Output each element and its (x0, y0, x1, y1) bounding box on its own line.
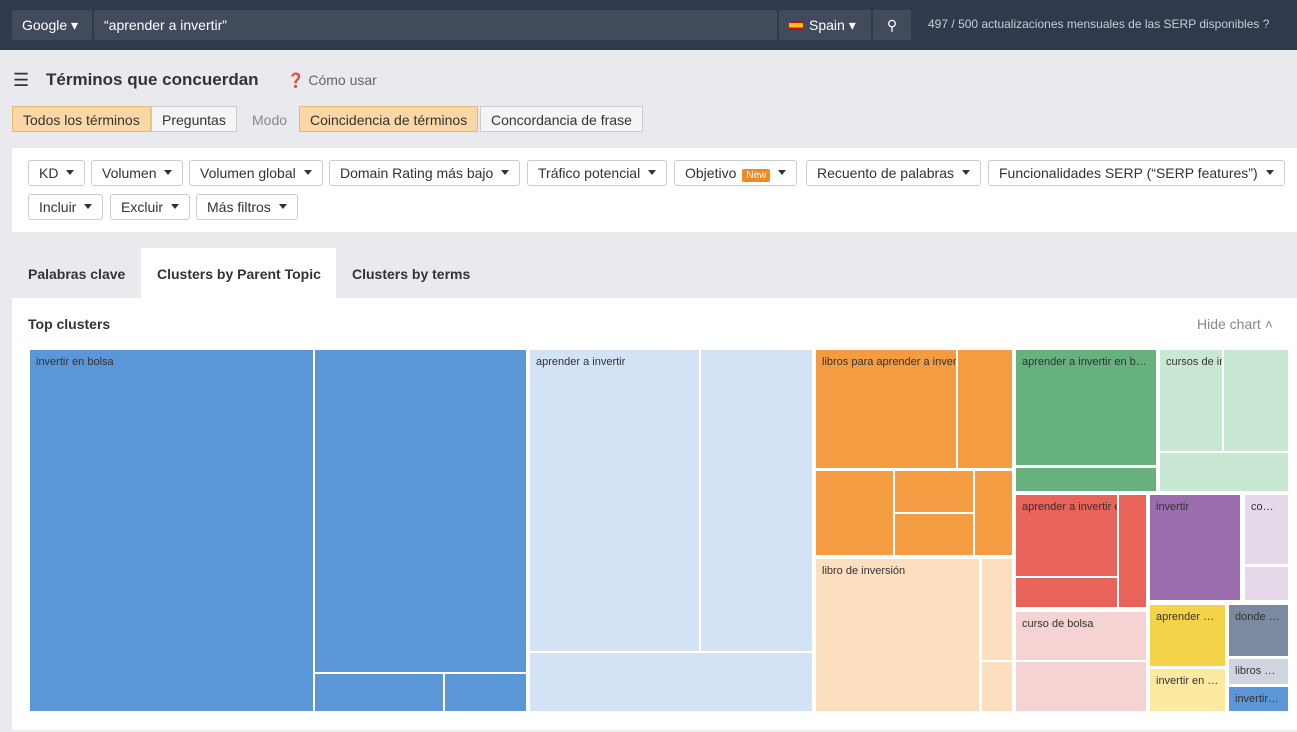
mode-tab[interactable]: Preguntas (151, 106, 237, 132)
help: Cómo usar (308, 72, 377, 88)
treemap-cell[interactable]: aprender a invertir en b… (1016, 350, 1156, 465)
match-tab[interactable]: Coincidencia de términos (299, 106, 479, 132)
treemap-cell[interactable] (895, 471, 973, 512)
total: 500 (958, 17, 979, 31)
filter-label: Domain Rating más bajo (340, 165, 494, 181)
filter-label: Volumen global (200, 165, 296, 181)
treemap-cell[interactable]: invertir… (1229, 687, 1288, 711)
filter-label: Funcionalidades SERP (“SERP features”) (999, 165, 1258, 181)
filter[interactable]: Excluir (110, 194, 191, 220)
filter-label: Tráfico potencial (538, 165, 641, 181)
filter[interactable]: Incluir (28, 194, 104, 220)
treemap-cell[interactable]: invertir (1150, 495, 1240, 600)
treemap-cell[interactable]: co… (1245, 495, 1288, 564)
treemap-cell[interactable]: libro de inversión (816, 559, 979, 711)
treemap-cell[interactable] (1245, 567, 1288, 600)
mode-label: Modo (252, 112, 288, 128)
active-tab-bg (141, 248, 336, 298)
treemap-cell[interactable] (975, 471, 1012, 555)
treemap-cell[interactable] (982, 559, 1012, 660)
new-badge: New (742, 169, 771, 182)
sep: / (951, 17, 955, 31)
country-select[interactable]: Spain ▾ (779, 10, 871, 40)
engine: Google (22, 17, 68, 33)
treemap-cell[interactable]: donde … (1229, 605, 1288, 656)
chart-title: Top clusters (28, 316, 111, 332)
treemap-cell[interactable]: libros para aprender a invertir (816, 350, 956, 468)
treemap-cell[interactable] (1016, 468, 1156, 491)
treemap-cell[interactable]: invertir en … (1150, 669, 1225, 711)
treemap-cell[interactable]: aprender … (1150, 605, 1225, 666)
filter-label: Más filtros (207, 199, 271, 215)
engine-select[interactable]: Google ▾ (12, 10, 92, 40)
treemap-cell[interactable] (1119, 495, 1146, 607)
treemap-cell[interactable] (816, 471, 893, 555)
treemap-cell[interactable]: invertir en bolsa (30, 350, 313, 711)
treemap-cell[interactable] (895, 514, 973, 555)
filter[interactable]: Tráfico potencial (527, 160, 668, 186)
hide: Hide chart (1197, 316, 1261, 332)
treemap-cell[interactable]: cursos de inversion e… (1160, 350, 1222, 451)
query-input[interactable]: “aprender a invertir” (94, 10, 777, 40)
filter-label: Volumen (102, 165, 157, 181)
usage: 497 / 500 actualizaciones mensuales de l… (928, 17, 1270, 31)
treemap-cell[interactable] (701, 350, 812, 651)
treemap-cell[interactable] (958, 350, 1012, 468)
treemap-cell[interactable] (530, 653, 812, 711)
used: 497 (928, 17, 949, 31)
filter-label: Objetivo (685, 165, 737, 181)
match-tab[interactable]: Concordancia de frase (480, 106, 643, 132)
help-link[interactable]: ❓ Cómo usar (287, 72, 377, 88)
treemap-cell[interactable] (315, 674, 443, 711)
view-tab[interactable]: Palabras clave (28, 266, 126, 282)
treemap-cell[interactable] (982, 662, 1012, 711)
filter[interactable]: Más filtros (196, 194, 298, 220)
treemap-cell[interactable] (445, 674, 526, 711)
treemap-cell[interactable]: libros … (1229, 659, 1288, 684)
filter[interactable]: Volumen global (189, 160, 323, 186)
filter-label: Excluir (121, 199, 164, 215)
filter-label: KD (39, 165, 59, 181)
filter[interactable]: Objetivo New (674, 160, 798, 186)
treemap-cell[interactable]: aprender a invertir (530, 350, 699, 651)
menu-icon[interactable]: ☰ (13, 70, 30, 90)
page-title: Términos que concuerdan (46, 70, 259, 89)
treemap-cell[interactable] (1016, 662, 1146, 711)
filter[interactable]: Funcionalidades SERP (“SERP features”) (988, 160, 1285, 186)
usage-text: actualizaciones mensuales de las SERP di… (981, 17, 1260, 31)
search-button[interactable]: ⚲ (873, 10, 911, 40)
filter[interactable]: Volumen (91, 160, 184, 186)
treemap-cell[interactable] (315, 350, 526, 672)
treemap-cell[interactable] (1224, 350, 1288, 451)
filter[interactable]: Recuento de palabras (806, 160, 981, 186)
treemap-cell[interactable]: curso de bolsa (1016, 612, 1146, 660)
treemap-cell[interactable]: aprender a invertir en… (1016, 495, 1117, 576)
treemap-cell[interactable] (1160, 453, 1288, 491)
country: Spain (809, 17, 845, 33)
flag (789, 21, 803, 30)
filter-label: Recuento de palabras (817, 165, 954, 181)
filter[interactable]: KD (28, 160, 86, 186)
view-tab[interactable]: Clusters by Parent Topic (157, 266, 321, 282)
mode-tab[interactable]: Todos los términos (12, 106, 151, 132)
treemap-cell[interactable] (1016, 578, 1117, 607)
hide-chart[interactable]: Hide chart ˄ (1197, 316, 1273, 332)
query: “aprender a invertir” (104, 17, 227, 33)
filter-label: Incluir (39, 199, 77, 215)
filter[interactable]: Domain Rating más bajo (329, 160, 521, 186)
view-tab[interactable]: Clusters by terms (352, 266, 471, 282)
